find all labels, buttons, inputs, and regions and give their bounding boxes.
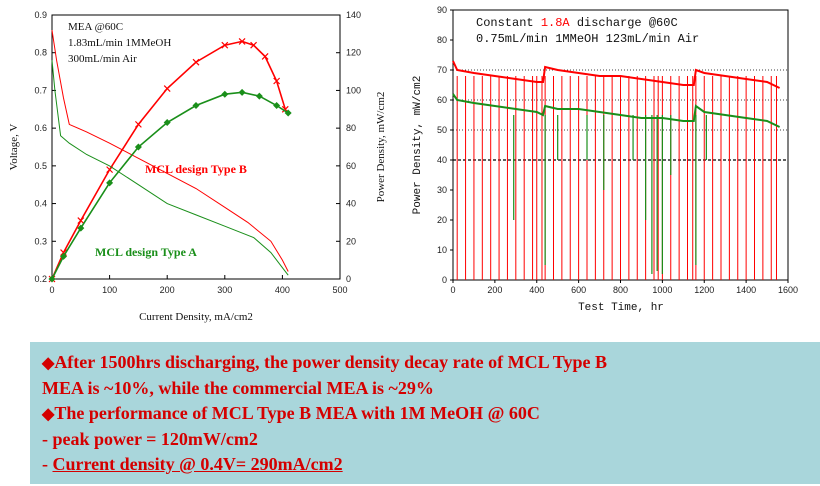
left-y2-tick-label: 60 <box>346 161 356 171</box>
left-series-1-point <box>192 58 200 66</box>
left-y-tick-label: 0.4 <box>34 199 47 209</box>
note-line-5: - Current density @ 0.4V= 290mA/cm2 <box>42 452 810 477</box>
right-x-tick-label: 1200 <box>694 285 714 295</box>
right-y-tick-label: 80 <box>437 35 447 45</box>
left-y2-tick-label: 100 <box>346 85 361 95</box>
right-y-tick-label: 10 <box>437 245 447 255</box>
left-y-tick-label: 0.5 <box>34 161 47 171</box>
right-x-tick-label: 1600 <box>778 285 798 295</box>
left-x-tick-label: 0 <box>49 285 54 295</box>
left-series-1-point <box>221 41 229 49</box>
left-series-2-line <box>51 60 289 276</box>
polarization-chart: 0 100 200 300 400 500 0.20.30.40.50.60.70.80.… <box>8 10 387 323</box>
left-y2-tick-label: 40 <box>346 199 356 209</box>
left-series-3-point <box>106 179 114 187</box>
right-x-tick-label: 0 <box>450 285 455 295</box>
left-series-1-point <box>134 120 142 128</box>
summary-notes: ◆After 1500hrs discharging, the power de… <box>30 342 820 484</box>
left-annotation-3: 300mL/min Air <box>68 53 137 65</box>
left-y2-tick-label: 120 <box>346 48 361 58</box>
diamond-bullet-icon: ◆ <box>42 355 55 372</box>
right-annotation-1: Constant 1.8A discharge @60C <box>476 16 678 30</box>
right-x-tick-label: 1400 <box>736 285 756 295</box>
right-x-tick-label: 200 <box>487 285 502 295</box>
left-series-3-line <box>51 91 289 280</box>
right-y-tick-label: 0 <box>442 275 447 285</box>
note-line-2: MEA is ~10%, while the commercial MEA is… <box>42 378 434 398</box>
left-x-tick-label: 100 <box>102 285 117 295</box>
left-series-3-point <box>238 88 246 96</box>
right-y-tick-label: 60 <box>437 95 447 105</box>
left-y2-tick-label: 140 <box>346 10 361 20</box>
left-series-1-point <box>261 53 269 60</box>
left-y2-tick-label: 0 <box>346 274 351 284</box>
right-annotation-2: 0.75mL/min 1MMeOH 123mL/min Air <box>476 32 699 46</box>
left-x-axis-label: Current Density, mA/cm2 <box>139 311 253 323</box>
left-series-3-point <box>221 90 229 98</box>
right-series-1-line <box>452 93 781 128</box>
left-series-3-point <box>77 224 85 232</box>
left-series-3-point <box>284 109 292 117</box>
note-text-5: Current density @ 0.4V= 290mA/cm2 <box>52 454 343 474</box>
right-y-tick-label: 30 <box>437 185 447 195</box>
right-x-tick-label: 800 <box>613 285 628 295</box>
left-y2-axis-label: Power Density, mW/cm2 <box>375 92 387 203</box>
right-x-tick-label: 1000 <box>652 285 672 295</box>
left-plot-frame <box>51 14 341 280</box>
left-series-0-line <box>51 30 289 272</box>
left-series-3-point <box>163 118 171 126</box>
left-x-tick-label: 200 <box>160 285 175 295</box>
left-y-tick-label: 0.8 <box>34 48 47 58</box>
left-y-tick-label: 0.3 <box>34 236 47 246</box>
left-annotation-2: 1.83mL/min 1MMeOH <box>68 37 171 49</box>
left-series-1-point <box>163 85 171 92</box>
note-line-4: - peak power = 120mW/cm2 <box>42 429 258 449</box>
left-series-1-point <box>273 77 281 85</box>
left-series-3-point <box>192 102 200 110</box>
right-y-tick-label: 90 <box>437 5 447 15</box>
right-y-tick-label: 20 <box>437 215 447 225</box>
durability-chart: 0 200 400 600 800 1000 1200 1400 1600 0 10 20 30 40 5… <box>412 5 798 314</box>
left-y2-tick-label: 80 <box>346 123 356 133</box>
left-y-tick-label: 0.7 <box>34 85 47 95</box>
left-series-3-point <box>60 252 68 260</box>
left-y-tick-label: 0.6 <box>34 123 47 133</box>
right-y-tick-label: 70 <box>437 65 447 75</box>
right-y-tick-label: 50 <box>437 125 447 135</box>
left-series-1-line <box>51 40 287 280</box>
left-annotation-1: MEA @60C <box>68 21 123 33</box>
left-series-1-point <box>250 41 258 49</box>
note-line-1: ◆After 1500hrs discharging, the power de… <box>42 350 810 376</box>
left-y-axis-label: Voltage, V <box>8 124 20 171</box>
left-x-tick-label: 400 <box>275 285 290 295</box>
note-text-1: After 1500hrs discharging, the power den… <box>54 352 607 372</box>
left-series-1-point <box>238 37 246 45</box>
legend-type-b: MCL design Type B <box>145 162 247 176</box>
note-text-3: The performance of MCL Type B MEA with 1… <box>54 403 540 423</box>
left-y2-tick-label: 20 <box>346 236 356 246</box>
legend-type-a: MCL design Type A <box>95 245 197 259</box>
diamond-bullet-icon: ◆ <box>42 406 55 423</box>
left-series-3-point <box>134 143 142 151</box>
note-dash: - <box>42 454 53 474</box>
right-series-0-line <box>452 60 781 89</box>
right-x-tick-label: 400 <box>529 285 544 295</box>
left-series-3-point <box>48 275 56 283</box>
left-x-tick-label: 300 <box>217 285 232 295</box>
right-y-tick-label: 40 <box>437 155 447 165</box>
left-series-3-point <box>273 102 281 110</box>
right-y-axis-label: Power Density, mW/cm2 <box>412 76 424 215</box>
left-y-tick-label: 0.2 <box>34 274 47 284</box>
left-x-tick-label: 500 <box>332 285 347 295</box>
note-line-3: ◆The performance of MCL Type B MEA with … <box>42 401 810 427</box>
left-series-1-point <box>77 217 85 224</box>
right-x-tick-label: 600 <box>571 285 586 295</box>
left-y-tick-label: 0.9 <box>34 10 47 20</box>
right-x-axis-label: Test Time, hr <box>578 302 664 314</box>
figure-canvas: 0 100 200 300 400 500 0.20.30.40.50.60.70.80.… <box>8 5 798 323</box>
left-series-3-point <box>255 92 263 100</box>
